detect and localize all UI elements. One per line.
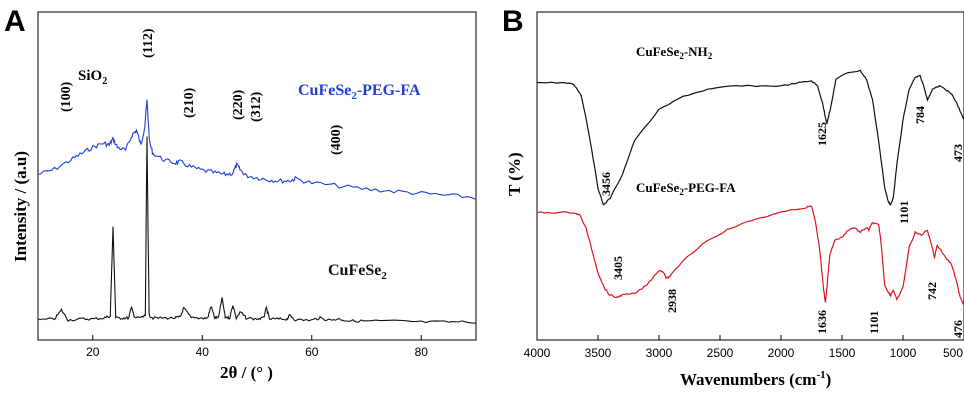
- b-annotation-476: 476: [951, 320, 964, 338]
- b-x-tick-label: 4000: [524, 346, 551, 360]
- a-x-tick-label: 40: [196, 345, 210, 359]
- a-y-axis-label: Intensity / (a.u): [11, 151, 30, 262]
- panel-b-plot-frame: [536, 11, 964, 341]
- panel-b-ticks: 4000 3500 3000 2500 2000 1500 1000 500: [524, 335, 964, 360]
- panel-b-letter: B: [502, 5, 524, 38]
- b-x-tick-label: 500: [943, 346, 963, 360]
- a-series-label-cufese2: CuFeSe2: [328, 262, 387, 282]
- a-series-line-peg-fa: [37, 99, 477, 200]
- b-series-label-nh2: CuFeSe2-NH2: [636, 44, 713, 61]
- a-annotation-210: (210): [182, 87, 197, 118]
- panel-b-series-group: [536, 69, 964, 306]
- a-annotation-sio2: SiO2: [78, 68, 107, 87]
- a-series-label-peg-fa: CuFeSe2-PEG-FA: [298, 82, 421, 102]
- panel-b: B 4000 3500 3000 2500 2000 1500 1000 500 CuFeSe…: [502, 5, 964, 389]
- a-x-tick-label: 60: [305, 345, 319, 359]
- b-annotation-3456: 3456: [599, 172, 613, 196]
- b-series-line-nh2: [536, 69, 964, 206]
- b-series-label-peg-fa: CuFeSe2-PEG-FA: [636, 180, 736, 197]
- a-series-line-cufese2: [37, 136, 477, 324]
- panel-a-ticks: 20 40 60 80: [86, 335, 428, 359]
- b-x-axis-label: Wavenumbers (cm-1): [680, 369, 831, 389]
- b-annotation-3405: 3405: [611, 256, 625, 280]
- panel-a: A 20 40 60 80 SiO2 (100) (112) (210) (220) …: [4, 5, 477, 382]
- a-x-tick-label: 80: [415, 345, 429, 359]
- b-annotation-2938: 2938: [665, 289, 679, 313]
- b-x-tick-label: 1500: [829, 346, 856, 360]
- a-annotation-400: (400): [329, 124, 344, 155]
- b-annotation-742: 742: [925, 282, 939, 300]
- a-annotation-220: (220): [231, 89, 246, 120]
- a-x-tick-label: 20: [86, 345, 100, 359]
- b-annotation-1101-bot: 1101: [867, 311, 881, 334]
- b-y-axis-label: T (%): [505, 152, 524, 196]
- panel-a-series-group: [37, 99, 477, 324]
- b-series-line-peg-fa: [536, 205, 964, 306]
- b-x-tick-label: 3500: [585, 346, 612, 360]
- b-annotation-1636: 1636: [815, 310, 829, 334]
- b-x-tick-label: 2500: [707, 346, 734, 360]
- b-annotation-1101-top: 1101: [897, 201, 911, 224]
- a-annotation-312: (312): [249, 91, 264, 122]
- panel-a-plot-frame: [37, 11, 477, 341]
- b-annotation-473: 473: [951, 144, 964, 162]
- b-annotation-784: 784: [913, 106, 927, 124]
- b-x-tick-label: 2000: [768, 346, 795, 360]
- b-annotation-1625: 1625: [815, 122, 829, 146]
- b-x-tick-label: 1000: [890, 346, 917, 360]
- panel-a-letter: A: [4, 5, 26, 38]
- b-x-tick-label: 3000: [646, 346, 673, 360]
- a-annotation-100: (100): [59, 81, 74, 112]
- a-annotation-112: (112): [141, 28, 156, 58]
- a-x-axis-label: 2θ / (° ): [220, 363, 273, 382]
